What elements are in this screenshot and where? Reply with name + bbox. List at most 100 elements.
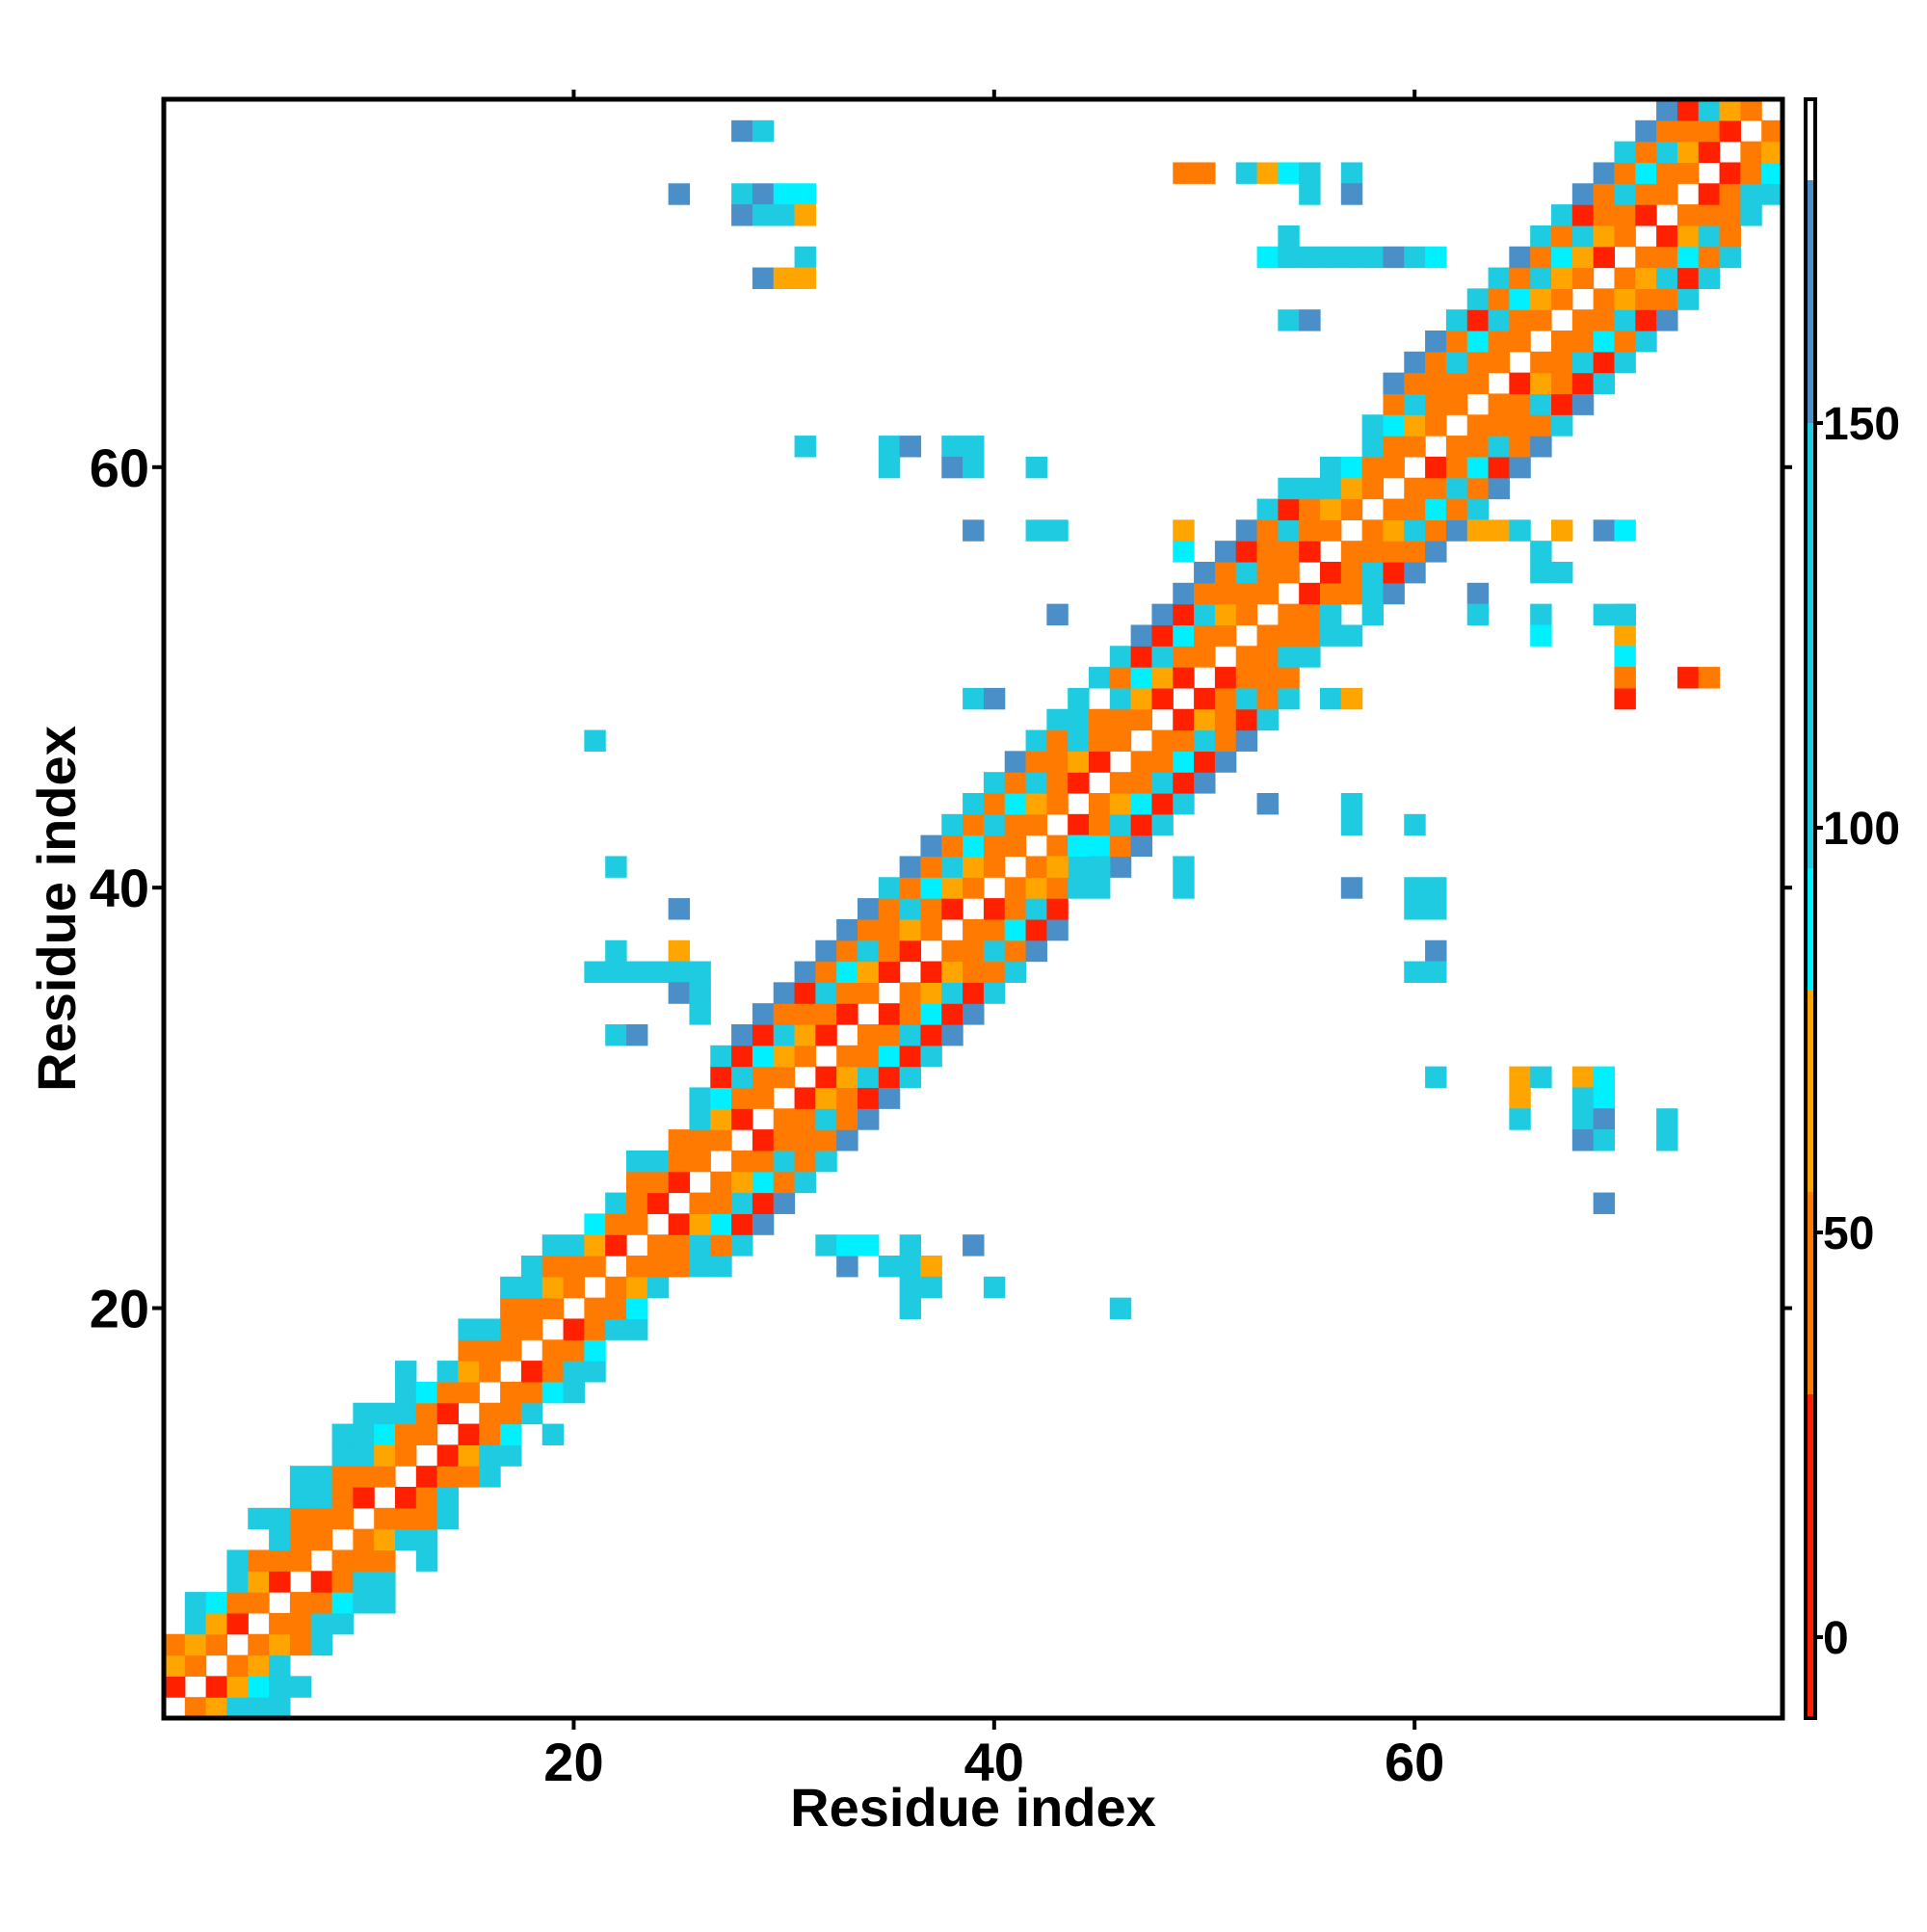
heatmap-cell xyxy=(752,1045,775,1068)
heatmap-cell xyxy=(1214,603,1237,626)
heatmap-cell xyxy=(899,1045,922,1068)
heatmap-cell xyxy=(1571,331,1595,353)
heatmap-cell xyxy=(520,1297,543,1320)
heatmap-cell xyxy=(1151,729,1174,752)
heatmap-cell xyxy=(184,1697,207,1719)
heatmap-cell xyxy=(1383,541,1405,563)
heatmap-cell xyxy=(647,1234,670,1257)
heatmap-cell xyxy=(899,982,922,1004)
heatmap-cell xyxy=(1299,183,1321,205)
heatmap-cell xyxy=(1340,877,1363,899)
heatmap-cell xyxy=(1299,541,1321,563)
heatmap-cell xyxy=(1404,898,1426,920)
heatmap-cell xyxy=(1068,708,1090,731)
heatmap-cell xyxy=(184,1592,207,1614)
heatmap-cell xyxy=(1635,204,1657,226)
heatmap-cell xyxy=(1698,267,1721,289)
heatmap-cell xyxy=(815,1150,837,1173)
heatmap-cell xyxy=(858,1024,880,1046)
heatmap-cell xyxy=(1173,877,1195,899)
heatmap-cell xyxy=(1466,477,1490,500)
heatmap-cell xyxy=(1320,562,1342,584)
heatmap-cell xyxy=(1130,834,1153,858)
heatmap-cell xyxy=(1593,519,1616,542)
heatmap-cell xyxy=(1571,183,1595,205)
heatmap-cell xyxy=(773,1171,796,1194)
heatmap-cell xyxy=(1530,624,1552,647)
heatmap-cell xyxy=(752,204,775,226)
heatmap-cell xyxy=(1173,729,1195,752)
heatmap-cell xyxy=(1509,456,1531,479)
heatmap-cell xyxy=(1404,414,1426,437)
heatmap-cell xyxy=(605,1318,627,1340)
colorbar-band xyxy=(1806,868,1815,990)
heatmap-cell xyxy=(1488,456,1510,479)
heatmap-cell xyxy=(1466,498,1490,520)
heatmap-cell xyxy=(520,1276,543,1299)
heatmap-cell xyxy=(395,1423,417,1445)
heatmap-cell xyxy=(1109,793,1132,815)
heatmap-cell xyxy=(920,961,942,983)
heatmap-cell xyxy=(710,1256,732,1278)
heatmap-cell xyxy=(1593,1108,1616,1130)
heatmap-cell xyxy=(1278,646,1300,668)
heatmap-cell xyxy=(1509,393,1531,415)
heatmap-cell xyxy=(415,1423,438,1445)
heatmap-cell xyxy=(689,982,711,1004)
heatmap-cell xyxy=(1046,603,1069,626)
heatmap-cell xyxy=(941,961,964,983)
heatmap-cell xyxy=(1593,1192,1616,1214)
heatmap-cell xyxy=(1466,436,1490,458)
heatmap-cell xyxy=(164,1654,186,1677)
heatmap-cell xyxy=(1320,246,1342,269)
heatmap-cell xyxy=(500,1276,522,1299)
heatmap-cell xyxy=(668,1256,691,1278)
heatmap-cell xyxy=(205,1697,228,1719)
heatmap-cell xyxy=(395,1361,417,1383)
heatmap-cell xyxy=(331,1507,354,1530)
heatmap-cell xyxy=(1361,562,1385,584)
heatmap-cell xyxy=(1509,288,1531,310)
heatmap-cell xyxy=(1109,772,1132,794)
heatmap-cell xyxy=(1530,372,1552,395)
heatmap-cell xyxy=(689,1150,711,1173)
heatmap-cell xyxy=(1320,582,1342,605)
heatmap-cell xyxy=(541,1256,565,1278)
heatmap-cell xyxy=(1214,667,1237,689)
heatmap-cell xyxy=(415,1487,438,1509)
heatmap-cell xyxy=(1445,498,1468,520)
heatmap-cell xyxy=(395,1444,417,1467)
heatmap-cell xyxy=(878,877,901,899)
heatmap-cell xyxy=(1488,414,1510,437)
heatmap-cell xyxy=(584,1318,606,1340)
heatmap-cell xyxy=(815,1129,837,1151)
heatmap-cell xyxy=(1173,772,1195,794)
heatmap-cell xyxy=(963,856,985,878)
heatmap-cell xyxy=(668,1234,691,1257)
heatmap-cell xyxy=(941,982,964,1004)
heatmap-cell xyxy=(878,1003,901,1025)
heatmap-cell xyxy=(1025,772,1047,794)
heatmap-cell xyxy=(878,940,901,963)
heatmap-cell xyxy=(1593,204,1616,226)
heatmap-cell xyxy=(899,1234,922,1257)
heatmap-cell xyxy=(1530,267,1552,289)
heatmap-cell xyxy=(983,982,1006,1004)
colorbar-band xyxy=(1806,1394,1815,1718)
heatmap-cell xyxy=(689,1129,711,1151)
heatmap-cell xyxy=(1235,708,1258,731)
heatmap-cell xyxy=(920,898,942,920)
heatmap-cell xyxy=(1719,204,1741,226)
heatmap-cell xyxy=(1466,456,1490,479)
heatmap-cell xyxy=(1130,813,1153,836)
heatmap-cell xyxy=(1025,793,1047,815)
heatmap-cell xyxy=(1004,898,1027,920)
heatmap-cell xyxy=(1488,309,1510,331)
heatmap-cell xyxy=(1130,646,1153,668)
heatmap-cell xyxy=(1025,456,1047,479)
heatmap-cell xyxy=(1361,582,1385,605)
heatmap-cell xyxy=(1340,246,1363,269)
heatmap-cell xyxy=(1299,646,1321,668)
heatmap-cell xyxy=(941,813,964,836)
heatmap-cell xyxy=(1676,99,1700,121)
